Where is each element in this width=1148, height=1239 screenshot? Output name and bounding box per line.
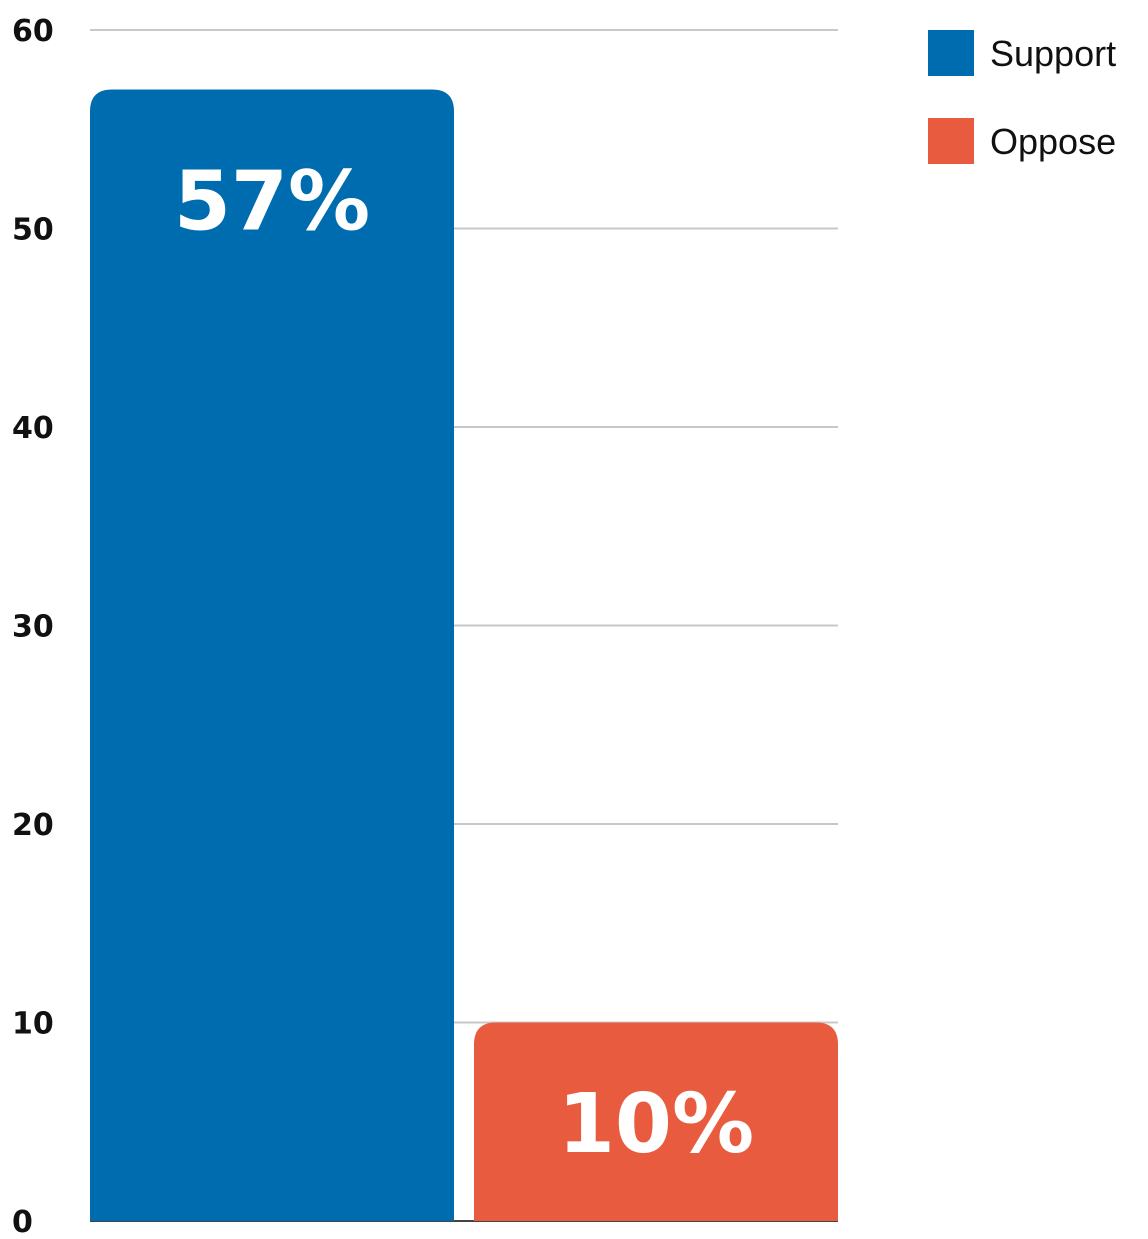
data-label-support: 57% — [174, 155, 370, 250]
legend: Support Oppose — [928, 30, 1116, 164]
bars — [90, 89, 838, 1221]
y-tick-label: 10 — [12, 1007, 54, 1042]
legend-label-oppose: Oppose — [990, 121, 1116, 162]
y-tick-label: 0 — [12, 1205, 33, 1239]
legend-swatch-oppose — [928, 118, 974, 164]
y-tick-label: 40 — [12, 411, 54, 446]
bar-data-labels: 57% 10% — [174, 155, 754, 1172]
bar-support — [90, 89, 454, 1221]
y-tick-label: 50 — [12, 213, 54, 248]
y-tick-label: 20 — [12, 808, 54, 843]
y-tick-label: 30 — [12, 610, 54, 645]
legend-swatch-support — [928, 30, 974, 76]
data-label-oppose: 10% — [558, 1077, 754, 1172]
y-axis-ticks: 0 10 20 30 40 50 60 — [12, 14, 54, 1239]
bar-oppose — [474, 1022, 838, 1221]
y-tick-label: 60 — [12, 14, 54, 49]
legend-label-support: Support — [990, 33, 1116, 74]
